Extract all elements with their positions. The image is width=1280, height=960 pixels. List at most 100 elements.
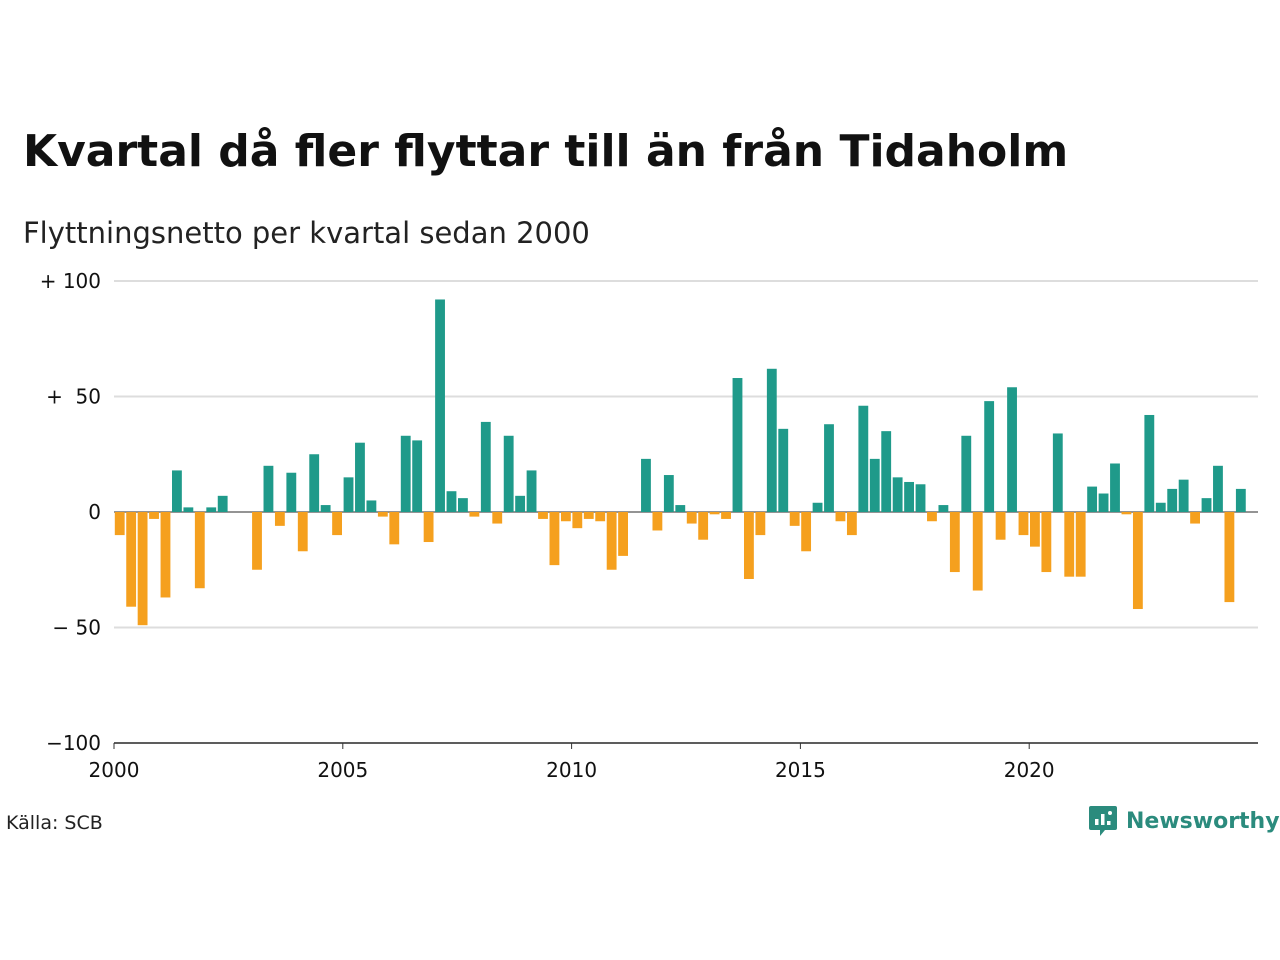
bar	[606, 512, 617, 570]
bar	[160, 512, 171, 598]
x-tick-label: 2020	[1004, 758, 1055, 782]
bar	[984, 401, 995, 512]
bar	[904, 481, 914, 512]
bar	[515, 495, 526, 512]
bar	[172, 470, 182, 512]
bar	[332, 512, 342, 536]
bar	[709, 512, 720, 515]
bar	[869, 458, 880, 512]
bar	[1144, 414, 1155, 512]
bar	[469, 512, 480, 517]
bar	[915, 484, 926, 512]
bar	[1041, 512, 1052, 573]
bar	[583, 512, 594, 519]
source-note: Källa: SCB	[6, 812, 103, 834]
y-tick-label: 0	[88, 500, 101, 524]
bar-chart: + 100 + 50 0 − 50 −100 2000 2005 2010 2015 2020	[40, 269, 1258, 782]
brand-logo: Newsworthy	[1088, 804, 1280, 838]
bar	[1235, 488, 1246, 512]
bar	[652, 512, 663, 531]
y-axis-ticks: + 100 + 50 0 − 50 −100	[40, 269, 101, 755]
bars	[114, 299, 1246, 626]
bar	[961, 435, 972, 512]
bar	[549, 512, 560, 566]
bar	[881, 431, 892, 512]
bar	[846, 512, 857, 536]
y-tick-label: + 50	[46, 385, 101, 409]
bar	[1110, 463, 1120, 512]
bar	[114, 512, 125, 536]
bar	[286, 472, 297, 512]
bar	[835, 512, 846, 522]
y-tick-label: − 50	[52, 616, 101, 640]
bar	[949, 512, 960, 573]
bar	[217, 495, 228, 512]
bar	[766, 368, 777, 512]
gridlines	[114, 280, 1258, 744]
bar	[801, 512, 812, 552]
x-tick-label: 2005	[317, 758, 368, 782]
x-axis-ticks: 2000 2005 2010 2015 2020	[89, 743, 1055, 782]
bar	[423, 512, 434, 543]
bar	[377, 512, 388, 517]
bar	[206, 507, 217, 512]
bar	[435, 299, 445, 512]
bar	[721, 512, 731, 519]
chart-subtitle: Flyttningsnetto per kvartal sedan 2000	[23, 216, 590, 250]
bar	[755, 512, 766, 536]
bar	[1087, 486, 1098, 512]
bar	[824, 424, 834, 512]
bar	[343, 477, 354, 512]
y-tick-label: + 100	[40, 269, 101, 293]
bar	[595, 512, 606, 522]
bar	[1064, 512, 1075, 577]
bar	[663, 475, 674, 512]
bar	[1132, 512, 1143, 610]
bar	[503, 435, 514, 512]
bar	[194, 512, 205, 589]
bar	[149, 512, 159, 519]
bar	[744, 512, 754, 579]
chart-title: Kvartal då fler flyttar till än från Tid…	[23, 126, 1069, 177]
bar	[1224, 512, 1235, 603]
bar	[1098, 493, 1109, 512]
bar	[412, 440, 423, 512]
bar	[309, 454, 320, 512]
bar	[1075, 512, 1086, 577]
bar	[274, 512, 285, 526]
bar	[1201, 498, 1212, 512]
x-tick-label: 2015	[775, 758, 826, 782]
bar	[1007, 387, 1017, 512]
bar	[560, 512, 571, 522]
bar	[927, 512, 937, 522]
bar	[778, 428, 789, 512]
bar	[1167, 488, 1178, 512]
bar	[137, 512, 148, 626]
bar	[126, 512, 137, 607]
bar	[675, 505, 686, 512]
bar	[698, 512, 709, 540]
bar	[732, 378, 743, 512]
bar	[858, 405, 869, 512]
bar	[641, 458, 651, 512]
bar	[972, 512, 983, 591]
bar	[389, 512, 400, 545]
bar	[812, 502, 823, 512]
bar	[492, 512, 503, 524]
bar	[366, 500, 377, 512]
bar	[1213, 465, 1223, 512]
bar	[252, 512, 262, 570]
bar	[686, 512, 697, 524]
bar	[1190, 512, 1200, 524]
bar	[1155, 502, 1166, 512]
bar	[1178, 479, 1189, 512]
bar	[1121, 512, 1132, 515]
bar	[892, 477, 903, 512]
bar	[355, 442, 365, 512]
bar	[938, 505, 949, 512]
x-tick-label: 2010	[546, 758, 597, 782]
bar	[1018, 512, 1029, 536]
bar	[263, 465, 274, 512]
bar	[446, 491, 457, 512]
bar	[1030, 512, 1040, 547]
